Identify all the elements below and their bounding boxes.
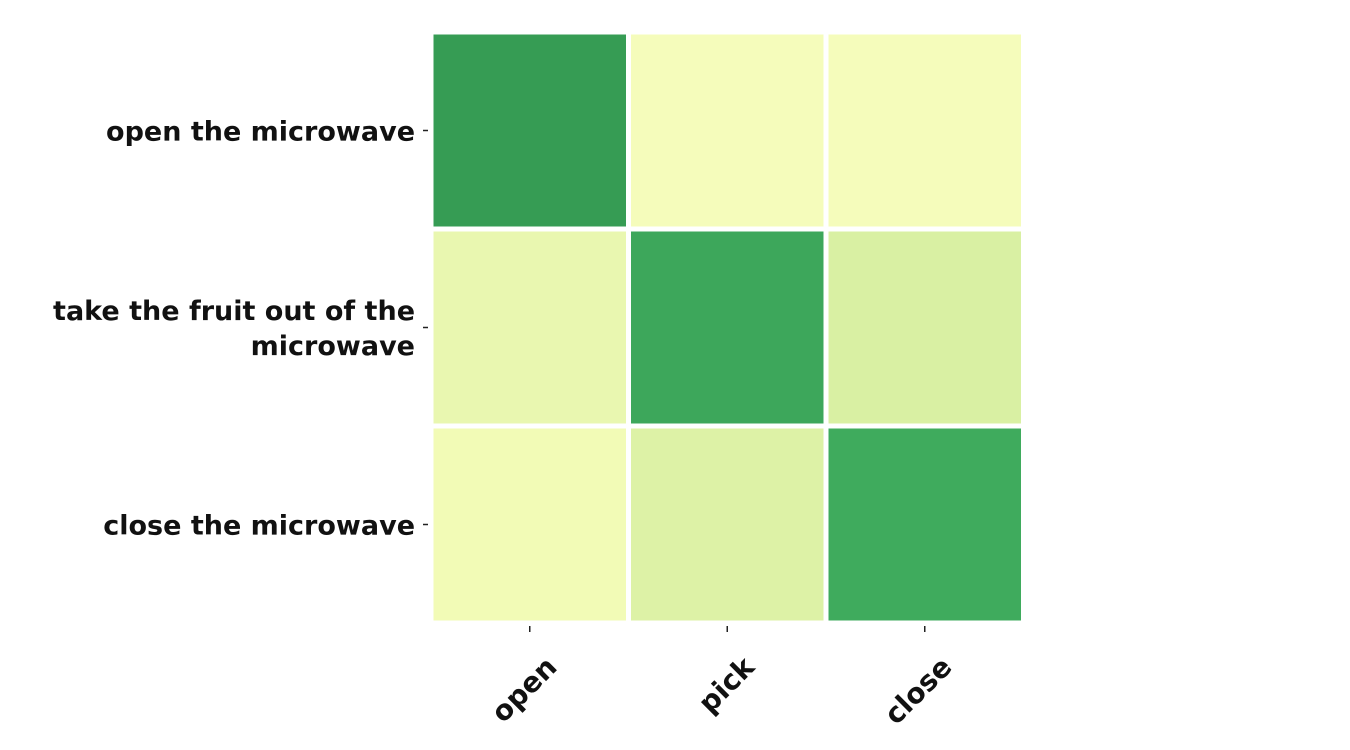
heatmap-cell-r1-c2 (828, 231, 1021, 424)
x-tick-label: pick (692, 649, 762, 719)
heatmap-edge-sliver (1014, 34, 1016, 227)
x-axis: open pick close (485, 626, 959, 731)
y-tick-label: open the microwave (106, 117, 415, 148)
heatmap-cell-r2-c2 (828, 428, 1021, 621)
y-tick-label: microwave (251, 331, 415, 362)
y-axis: open the microwave take the fruit out of … (53, 117, 428, 542)
heatmap-cell-r0-c0 (433, 34, 626, 227)
heatmap-cell-r2-c1 (631, 428, 824, 621)
heatmap-edge-sliver (1014, 231, 1016, 424)
y-tick-label: take the fruit out of the (53, 296, 415, 327)
heatmap-cells (433, 34, 1021, 621)
heatmap-edge-sliver (1014, 428, 1016, 621)
heatmap-cell-r1-c1 (631, 231, 824, 424)
heatmap-cell-r0-c1 (631, 34, 824, 227)
x-tick-label: close (878, 650, 959, 731)
heatmap-cell-r0-c2 (828, 34, 1021, 227)
heatmap-cell-r2-c0 (433, 428, 626, 621)
y-tick-label: close the microwave (103, 511, 415, 542)
heatmap-cell-r1-c0 (433, 231, 626, 424)
x-tick-label: open (485, 650, 564, 729)
